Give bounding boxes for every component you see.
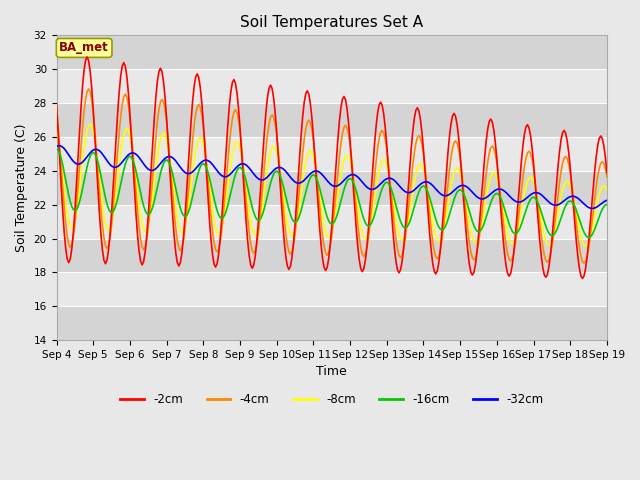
Title: Soil Temperatures Set A: Soil Temperatures Set A [240, 15, 423, 30]
X-axis label: Time: Time [316, 365, 347, 378]
Legend: -2cm, -4cm, -8cm, -16cm, -32cm: -2cm, -4cm, -8cm, -16cm, -32cm [115, 388, 548, 410]
Bar [56, 137, 607, 171]
Bar [56, 103, 607, 137]
Bar [56, 204, 607, 239]
Bar [56, 306, 607, 340]
Bar [56, 239, 607, 272]
Bar [56, 36, 607, 69]
Bar [56, 171, 607, 204]
Text: BA_met: BA_met [60, 41, 109, 54]
Y-axis label: Soil Temperature (C): Soil Temperature (C) [15, 123, 28, 252]
Bar [56, 272, 607, 306]
Bar [56, 69, 607, 103]
